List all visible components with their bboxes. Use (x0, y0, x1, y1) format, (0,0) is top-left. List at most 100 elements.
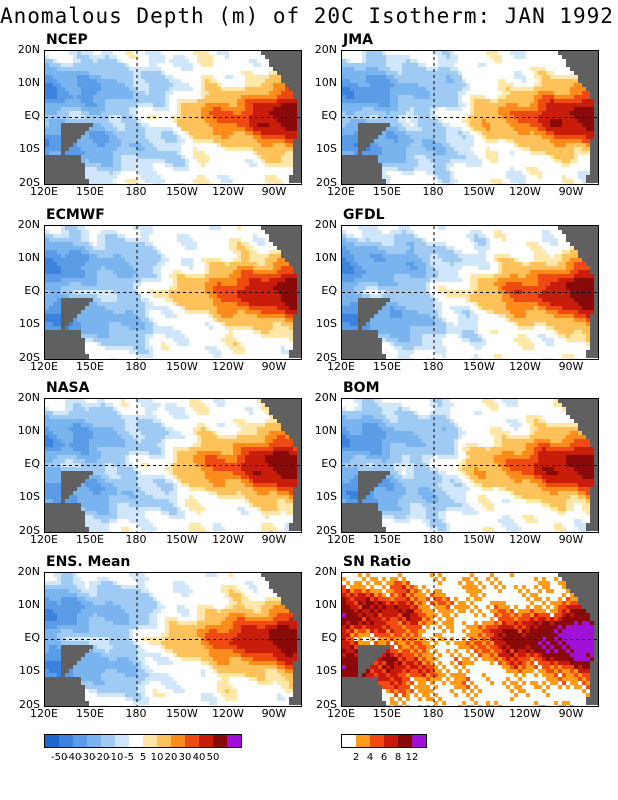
lat-label: 10N (17, 76, 40, 89)
colorbar-label: 6 (380, 752, 388, 763)
lat-label: 10S (19, 142, 40, 155)
lon-label: 120E (30, 533, 58, 546)
lat-label: EQ (24, 109, 40, 122)
lon-label: 150E (373, 707, 401, 720)
lat-label: 20S (19, 698, 40, 711)
colorbar-swatch (398, 735, 412, 747)
map-panel-ecmwf (44, 225, 302, 360)
lon-label: 150E (76, 533, 104, 546)
lon-label: 120W (212, 533, 244, 546)
colorbar-label: 2 (352, 752, 360, 763)
colorbar-label: 50 (206, 752, 220, 763)
colorbar-swatch (370, 735, 384, 747)
lat-label: 20S (316, 524, 337, 537)
lon-label: 90W (261, 707, 287, 720)
colorbar-label: 20 (164, 752, 178, 763)
lon-label: 150W (463, 185, 495, 198)
lon-label: 180 (422, 360, 444, 373)
lon-label: 150E (373, 533, 401, 546)
lat-label: 10N (314, 424, 337, 437)
lon-label: 90W (558, 360, 584, 373)
lon-label: 120E (30, 707, 58, 720)
lon-label: 120E (327, 185, 355, 198)
colorbar-swatch (129, 735, 143, 747)
lon-label: 90W (261, 533, 287, 546)
lat-label: 10S (316, 317, 337, 330)
lat-label: 10N (17, 251, 40, 264)
colorbar-swatch (171, 735, 185, 747)
colorbar-label: 8 (394, 752, 402, 763)
lon-label: 180 (125, 360, 147, 373)
colorbar-swatch (115, 735, 129, 747)
colorbar-swatch (384, 735, 398, 747)
colorbar-label: -30 (79, 752, 96, 763)
colorbar-swatch (342, 735, 356, 747)
lat-label: 10N (314, 251, 337, 264)
lon-label: 120E (327, 533, 355, 546)
lon-label: 150E (76, 707, 104, 720)
colorbar-swatch (73, 735, 87, 747)
colorbar-swatch (87, 735, 101, 747)
lon-label: 90W (261, 360, 287, 373)
lon-label: 180 (125, 185, 147, 198)
panel-title-ncep: NCEP (46, 32, 88, 48)
lon-label: 120W (212, 360, 244, 373)
lat-label: EQ (321, 109, 337, 122)
panel-title-ecmwf: ECMWF (46, 207, 105, 223)
lat-label: 20N (314, 565, 337, 578)
lat-label: 10S (19, 490, 40, 503)
panel-title-nasa: NASA (46, 380, 90, 396)
figure-title: Anomalous Depth (m) of 20C Isotherm: JAN… (0, 4, 614, 28)
lon-label: 120E (30, 360, 58, 373)
lon-label: 180 (422, 533, 444, 546)
lon-label: 120W (212, 185, 244, 198)
map-panel-ens-mean (44, 572, 302, 707)
lon-label: 150W (463, 707, 495, 720)
lon-label: 180 (422, 185, 444, 198)
lat-label: 10N (17, 424, 40, 437)
lon-label: 150E (373, 360, 401, 373)
colorbar-swatch (143, 735, 157, 747)
lat-label: 10S (316, 142, 337, 155)
colorbar-label: 4 (366, 752, 374, 763)
colorbar-label: -50 (51, 752, 68, 763)
colorbar-swatch (101, 735, 115, 747)
colorbar-swatch (227, 735, 241, 747)
lon-label: 120W (509, 185, 541, 198)
lon-label: 150W (166, 360, 198, 373)
lat-label: 20N (314, 218, 337, 231)
panel-title-gfdl: GFDL (343, 207, 385, 223)
lat-label: 20N (314, 391, 337, 404)
colorbar-label: -40 (65, 752, 82, 763)
lat-label: 20S (316, 176, 337, 189)
lon-label: 150W (166, 707, 198, 720)
lon-label: 120W (509, 533, 541, 546)
lat-label: 20N (17, 43, 40, 56)
lon-label: 120W (509, 360, 541, 373)
lon-label: 90W (261, 185, 287, 198)
lat-label: 10N (314, 598, 337, 611)
colorbar-label: -10 (107, 752, 124, 763)
lon-label: 150E (76, 360, 104, 373)
lon-label: 180 (125, 533, 147, 546)
lon-label: 150E (76, 185, 104, 198)
lon-label: 150W (166, 533, 198, 546)
colorbar-label: 10 (150, 752, 164, 763)
lat-label: 20S (316, 351, 337, 364)
map-panel-sn-ratio (341, 572, 599, 707)
lat-label: EQ (321, 631, 337, 644)
lat-label: EQ (321, 284, 337, 297)
lon-label: 150W (463, 360, 495, 373)
lon-label: 120E (30, 185, 58, 198)
panel-title-ens-mean: ENS. Mean (46, 554, 131, 570)
lat-label: EQ (24, 457, 40, 470)
lat-label: 10S (316, 664, 337, 677)
lat-label: 20N (17, 391, 40, 404)
lon-label: 120W (509, 707, 541, 720)
lat-label: EQ (24, 284, 40, 297)
lon-label: 90W (558, 185, 584, 198)
colorbar-label: -5 (124, 752, 134, 763)
lon-label: 90W (558, 707, 584, 720)
lat-label: 20S (19, 524, 40, 537)
lat-label: 20N (17, 565, 40, 578)
